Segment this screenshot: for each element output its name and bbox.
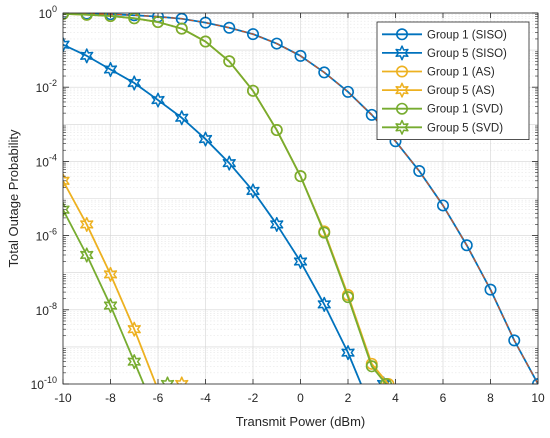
legend-marker	[395, 45, 409, 61]
data-point	[80, 216, 94, 232]
legend-entry: Group 1 (AS)	[382, 65, 495, 79]
data-point	[413, 165, 426, 178]
legend-marker	[395, 102, 408, 115]
data-point	[365, 360, 378, 373]
legend-label: Group 5 (SISO)	[427, 48, 507, 60]
data-point	[63, 37, 70, 53]
x-tick-label: 2	[345, 391, 352, 405]
data-point	[160, 376, 175, 384]
data-point	[270, 124, 283, 137]
series-line	[63, 43, 384, 384]
x-tick-label: -10	[54, 391, 72, 405]
data-point	[318, 66, 331, 79]
data-point	[63, 173, 70, 189]
x-tick-label: -8	[105, 391, 116, 405]
axis-ticks: -10 -8 -6 -4 -2 0 2 4 6 8 10 100 10-2 10-4 10-6 10-8 10-…	[31, 4, 545, 405]
data-point	[103, 298, 118, 314]
x-tick-label: 6	[440, 391, 447, 405]
legend-label: Group 5 (SVD)	[427, 122, 503, 134]
data-point	[103, 266, 118, 282]
data-point	[247, 84, 260, 97]
data-point	[223, 55, 236, 68]
x-tick-label: 4	[392, 391, 399, 405]
x-tick-label: -2	[248, 391, 259, 405]
legend-label: Group 1 (SVD)	[427, 104, 503, 116]
data-point	[341, 85, 354, 98]
x-tick-label: 10	[531, 391, 545, 405]
data-point	[175, 110, 189, 126]
legend-marker	[395, 119, 409, 135]
y-tick-label: 10-6	[36, 227, 57, 244]
plot-series	[63, 13, 538, 384]
data-point	[151, 92, 165, 108]
data-point	[246, 183, 260, 199]
data-point	[199, 35, 212, 48]
data-point	[508, 334, 521, 347]
data-point	[127, 321, 141, 337]
series-3	[63, 173, 189, 384]
data-point	[63, 13, 69, 20]
legend-marker	[395, 28, 408, 41]
y-tick-label: 10-2	[36, 78, 57, 95]
legend-label: Group 1 (SISO)	[427, 29, 507, 41]
legend-label: Group 1 (AS)	[427, 67, 495, 79]
x-tick-label: 0	[297, 391, 304, 405]
data-point	[270, 37, 283, 50]
data-point	[341, 291, 354, 304]
data-point	[198, 131, 213, 147]
y-tick-label: 10-8	[36, 301, 57, 318]
y-tick-label: 10-10	[31, 375, 57, 392]
legend-entry: Group 5 (AS)	[382, 82, 495, 98]
x-axis-label: Transmit Power (dBm)	[236, 414, 366, 429]
data-point	[223, 21, 236, 34]
legend-label: Group 5 (AS)	[427, 85, 495, 97]
data-point	[80, 13, 93, 21]
data-point	[80, 48, 94, 64]
series-clip-group	[63, 13, 538, 384]
data-point	[104, 13, 117, 23]
data-point	[222, 155, 236, 171]
data-point	[63, 202, 70, 218]
legend-entry: Group 5 (SVD)	[382, 119, 503, 135]
data-point	[103, 61, 118, 78]
series-line	[63, 180, 182, 384]
data-point	[175, 22, 188, 35]
series-overlay-line	[63, 13, 538, 384]
data-point	[318, 226, 331, 239]
series-1	[63, 37, 391, 384]
data-point	[460, 239, 473, 252]
data-point	[175, 376, 189, 384]
legend-marker	[395, 82, 409, 98]
y-tick-label: 10-4	[36, 152, 57, 169]
series-line	[63, 13, 387, 384]
data-point	[294, 49, 307, 62]
data-point	[317, 296, 331, 312]
legend-marker	[395, 65, 408, 78]
x-tick-label: -6	[153, 391, 164, 405]
data-point	[127, 354, 141, 370]
series-4	[63, 13, 392, 384]
data-point	[80, 247, 94, 263]
legend-entry: Group 1 (SVD)	[382, 102, 503, 116]
data-point	[294, 170, 307, 183]
y-tick-label: 100	[39, 4, 57, 21]
data-point	[127, 75, 141, 91]
data-point	[341, 345, 355, 361]
y-axis-label: Total Outage Probability	[6, 129, 21, 268]
series-line	[63, 209, 168, 384]
data-point	[247, 28, 260, 41]
legend-entry: Group 1 (SISO)	[382, 28, 507, 41]
x-tick-label: -4	[200, 391, 211, 405]
legend-entry: Group 5 (SISO)	[382, 45, 507, 61]
data-point	[293, 253, 308, 270]
legend: Group 1 (SISO) Group 5 (SISO) Group 1 (AS)…	[376, 21, 530, 140]
data-point	[128, 13, 141, 22]
data-point	[484, 283, 497, 296]
x-tick-label: 8	[487, 391, 494, 405]
data-point	[270, 216, 284, 232]
data-point	[436, 199, 449, 212]
series-5	[63, 202, 175, 384]
